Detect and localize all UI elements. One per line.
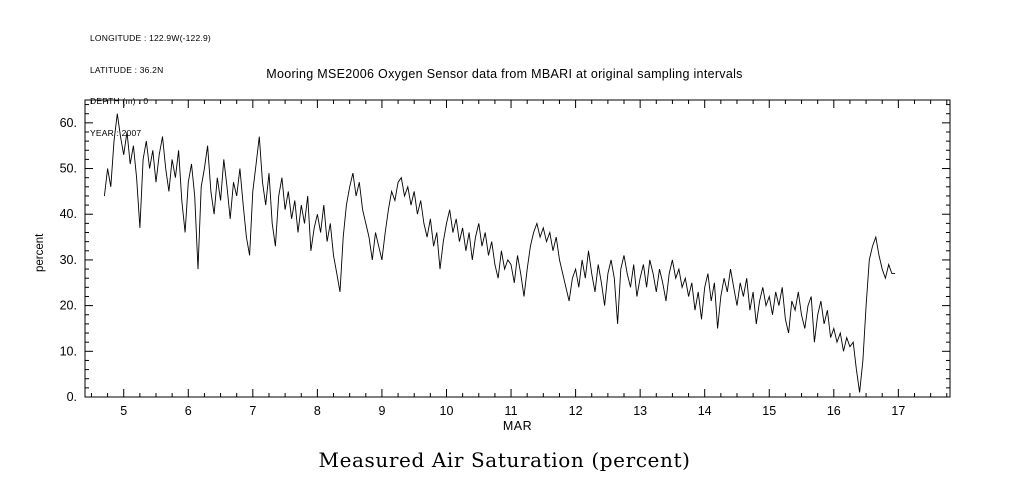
y-tick-label: 60. bbox=[60, 116, 77, 130]
y-tick-label: 30. bbox=[60, 253, 77, 267]
x-tick-label: 11 bbox=[505, 404, 518, 418]
x-tick-label: 5 bbox=[120, 404, 127, 418]
plot-frame bbox=[84, 99, 951, 398]
x-tick-label: 8 bbox=[314, 404, 321, 418]
chart-caption: Measured Air Saturation (percent) bbox=[318, 448, 691, 472]
y-tick-label: 40. bbox=[60, 207, 77, 221]
x-tick-label: 15 bbox=[762, 404, 776, 418]
x-tick-label: 14 bbox=[698, 404, 712, 418]
meta-year: YEAR : 2007 bbox=[90, 127, 142, 138]
data-line bbox=[103, 113, 896, 393]
x-tick-label: 16 bbox=[827, 404, 841, 418]
y-tick-label: 10. bbox=[60, 344, 77, 358]
x-axis-label: MAR bbox=[502, 419, 533, 433]
y-tick-label: 0. bbox=[67, 390, 77, 404]
metadata-block: LONGITUDE : 122.9W(-122.9) LATITUDE : 36… bbox=[90, 12, 211, 149]
x-tick-label: 6 bbox=[185, 404, 192, 418]
meta-longitude: LONGITUDE : 122.9W(-122.9) bbox=[90, 33, 211, 43]
x-tick-label: 12 bbox=[569, 404, 583, 418]
x-tick-label: 10 bbox=[440, 404, 454, 418]
meta-latitude: LATITUDE : 36.2N bbox=[90, 64, 164, 75]
x-tick-label: 17 bbox=[891, 404, 905, 418]
x-tick-label: 13 bbox=[633, 404, 647, 418]
chart-title: Mooring MSE2006 Oxygen Sensor data from … bbox=[266, 67, 743, 81]
x-tick-label: 9 bbox=[378, 404, 385, 418]
y-tick-label: 50. bbox=[60, 162, 77, 176]
x-tick-label: 7 bbox=[249, 404, 256, 418]
y-tick-label: 20. bbox=[60, 299, 77, 313]
